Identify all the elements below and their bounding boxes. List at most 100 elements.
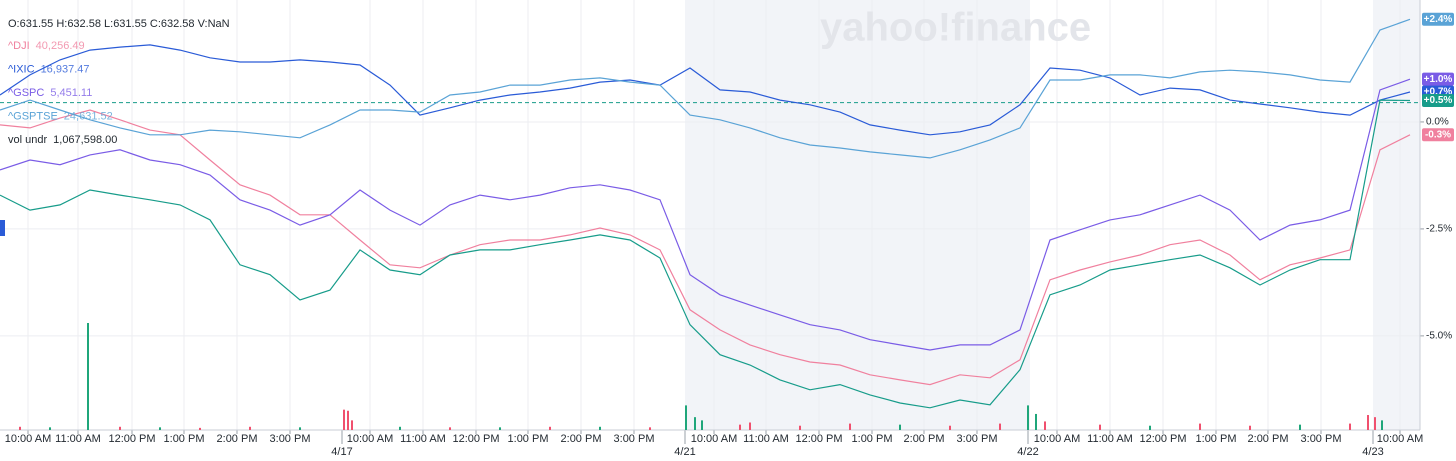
volume-bar <box>343 409 345 430</box>
watermark: yahoo!finance <box>820 6 1091 50</box>
ohlc-header: O:631.55 H:632.58 L:631.55 C:632.58 V:Na… <box>8 18 230 30</box>
left-tab[interactable] <box>0 220 5 236</box>
date-tick-label: 4/21 <box>674 446 695 458</box>
last-value-label: +0.7% <box>1424 87 1453 98</box>
session-shade <box>685 0 1030 430</box>
date-tick-label: 4/23 <box>1362 446 1383 458</box>
x-tick-label: 10:00 AM <box>691 433 737 445</box>
x-tick-label: 10:00 AM <box>1377 433 1423 445</box>
last-value-badge <box>1422 94 1454 108</box>
series-line <box>0 99 1411 409</box>
volume-bar <box>1099 424 1101 430</box>
y-tick-label: 0.0% <box>1426 117 1449 128</box>
last-value-badge <box>1422 128 1454 142</box>
volume-bar <box>849 423 851 430</box>
legend-value: 1,067,598.00 <box>53 134 117 146</box>
legend-name: ^GSPC <box>8 87 44 99</box>
x-tick-label: 11:00 AM <box>55 433 101 445</box>
x-tick-label: 1:00 PM <box>164 433 205 445</box>
x-tick-label: 1:00 PM <box>1196 433 1237 445</box>
x-tick-label: 11:00 AM <box>400 433 446 445</box>
volume-bar <box>1044 421 1046 430</box>
volume-bar <box>249 426 251 430</box>
volume-bar <box>449 427 451 430</box>
x-tick-label: 1:00 PM <box>508 433 549 445</box>
volume-bar <box>749 422 751 430</box>
x-tick-label: 3:00 PM <box>614 433 655 445</box>
volume-bar <box>159 427 161 430</box>
volume-bar <box>899 424 901 430</box>
legend-name: ^IXIC <box>8 63 35 75</box>
volume-bar <box>299 427 301 430</box>
series-line <box>0 78 1411 351</box>
series-line <box>0 109 1411 386</box>
x-tick-label: 12:00 PM <box>1139 433 1186 445</box>
volume-bar <box>347 410 349 430</box>
last-value-label: +1.0% <box>1424 74 1453 85</box>
x-tick-label: 10:00 AM <box>1034 433 1080 445</box>
x-tick-label: 1:00 PM <box>852 433 893 445</box>
volume-bar <box>1374 417 1376 430</box>
volume-bar <box>1367 415 1369 430</box>
volume-bar <box>739 424 741 430</box>
x-tick-label: 11:00 AM <box>743 433 789 445</box>
volume-bar <box>799 425 801 430</box>
last-value-label: -0.3% <box>1425 129 1451 140</box>
series-line <box>0 44 1411 136</box>
legend-name: ^GSPTSE <box>8 110 58 122</box>
x-tick-label: 3:00 PM <box>1301 433 1342 445</box>
volume-bar <box>1249 425 1251 430</box>
last-value-badge <box>1422 12 1454 26</box>
date-tick-label: 4/22 <box>1017 446 1038 458</box>
volume-bar <box>701 420 703 430</box>
y-tick-label: -5.0% <box>1426 331 1452 342</box>
volume-bar <box>1299 424 1301 430</box>
x-tick-label: 12:00 PM <box>452 433 499 445</box>
last-value-badge <box>1422 72 1454 86</box>
volume-bar <box>499 427 501 430</box>
volume-bar <box>119 426 121 430</box>
legend-name: ^DJI <box>8 40 30 52</box>
volume-bar <box>87 323 89 430</box>
volume-bar <box>1349 423 1351 430</box>
volume-bar <box>599 426 601 430</box>
session-shade <box>1373 0 1420 430</box>
volume-bar <box>49 427 51 430</box>
volume-bar <box>1381 420 1383 430</box>
legend-value: 40,256.49 <box>36 40 85 52</box>
foreground-layer: 10:00 AM 11:00 AM 12:00 PM 1:00 PM 2:00 PM 3:… <box>0 12 1454 458</box>
x-tick-label: 2:00 PM <box>1248 433 1289 445</box>
y-tick-label: -2.5% <box>1426 224 1452 235</box>
x-tick-label: 10:00 AM <box>5 433 51 445</box>
legend-value: 24,631.52 <box>64 110 113 122</box>
background-layer <box>0 0 1424 444</box>
series-line <box>0 18 1411 159</box>
last-value-label: +0.5% <box>1424 95 1453 106</box>
x-tick-label: 12:00 PM <box>795 433 842 445</box>
x-tick-label: 12:00 PM <box>108 433 155 445</box>
x-tick-label: 2:00 PM <box>561 433 602 445</box>
legend-value: 16,937.47 <box>41 63 90 75</box>
x-tick-label: 3:00 PM <box>270 433 311 445</box>
volume-bar <box>199 427 201 430</box>
volume-bar <box>999 423 1001 430</box>
volume-bar <box>694 417 696 430</box>
volume-bar <box>399 426 401 430</box>
volume-bar <box>685 405 687 430</box>
x-tick-label: 2:00 PM <box>904 433 945 445</box>
volume-bar <box>649 427 651 430</box>
x-tick-label: 10:00 AM <box>347 433 393 445</box>
volume-bar <box>1149 425 1151 430</box>
volume-bar <box>1027 405 1029 430</box>
volume-bar <box>549 426 551 430</box>
x-tick-label: 3:00 PM <box>957 433 998 445</box>
x-tick-label: 2:00 PM <box>217 433 258 445</box>
volume-bar <box>949 425 951 430</box>
last-value-label: +2.4% <box>1424 14 1453 25</box>
volume-bar <box>351 420 353 430</box>
legend-name: vol undr <box>8 134 47 146</box>
legend-value: 5,451.11 <box>50 87 92 99</box>
x-tick-label: 11:00 AM <box>1087 433 1133 445</box>
date-tick-label: 4/17 <box>331 446 352 458</box>
